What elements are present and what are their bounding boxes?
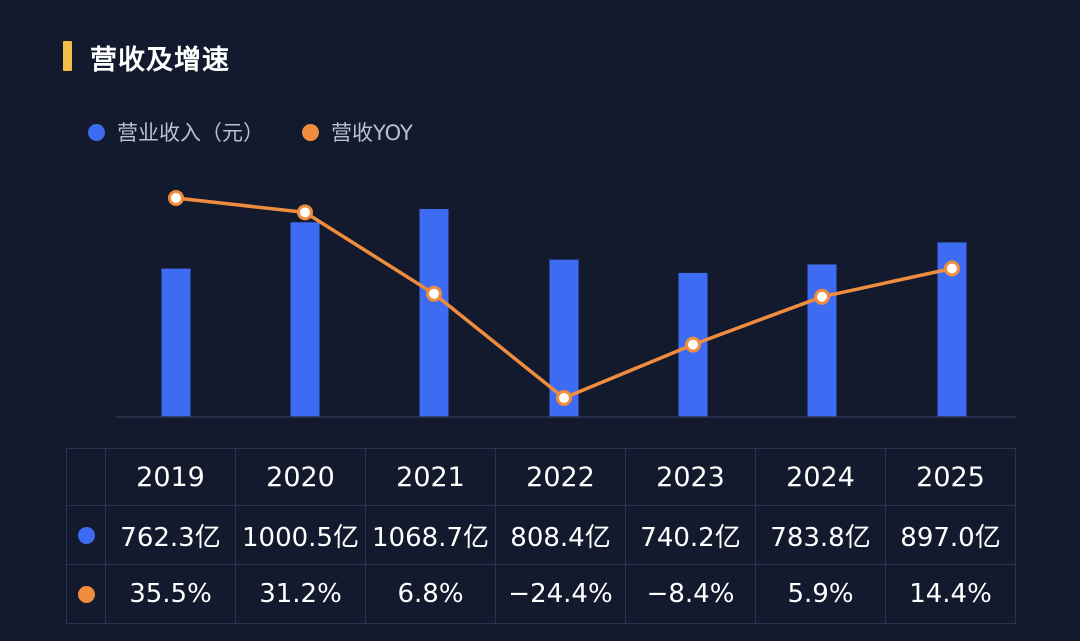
- yoy-row-icon-cell: [66, 564, 106, 624]
- yoy-dot-icon: [77, 586, 95, 603]
- table-header-cell: 2025: [885, 448, 1016, 506]
- legend-revenue-dot: [88, 123, 105, 141]
- legend-revenue-label: 营业收入（元）: [117, 121, 264, 145]
- yoy-point[interactable]: [556, 390, 572, 406]
- table-cell: 783.8亿: [755, 505, 886, 565]
- chart-title: 营收及增速: [90, 45, 230, 76]
- table-header-cell: 2021: [365, 448, 496, 506]
- table-cell: 6.8%: [365, 564, 496, 624]
- table-cell: −8.4%: [625, 564, 756, 624]
- table-cell: 14.4%: [885, 564, 1016, 624]
- yoy-point[interactable]: [168, 190, 184, 206]
- table-cell: 762.3亿: [105, 505, 236, 565]
- yoy-point-group: [168, 190, 960, 406]
- table-cell: 740.2亿: [625, 505, 756, 565]
- legend: 营业收入（元） 营收YOY: [88, 117, 451, 147]
- legend-item-revenue[interactable]: 营业收入（元）: [88, 117, 264, 147]
- yoy-point[interactable]: [944, 260, 960, 277]
- table-corner-cell: [66, 448, 106, 506]
- legend-item-yoy[interactable]: 营收YOY: [302, 117, 413, 147]
- table-row-yoy: 35.5% 31.2% 6.8% −24.4% −8.4% 5.9% 14.4%: [66, 564, 1016, 624]
- table-header-cell: 2019: [105, 448, 236, 506]
- title-accent-bar: [63, 41, 72, 71]
- data-table: 2019 2020 2021 2022 2023 2024 2025 762.3…: [66, 448, 1016, 624]
- table-header-cell: 2024: [755, 448, 886, 506]
- revenue-bar[interactable]: [419, 209, 449, 417]
- table-cell: 35.5%: [105, 564, 236, 624]
- table-header-cell: 2020: [235, 448, 366, 506]
- legend-yoy-label: 营收YOY: [331, 121, 413, 145]
- table-cell: 808.4亿: [495, 505, 626, 565]
- table-cell: 5.9%: [755, 564, 886, 624]
- table-header-cell: 2022: [495, 448, 626, 506]
- bar-group: [161, 209, 967, 417]
- revenue-bar[interactable]: [161, 268, 191, 417]
- yoy-point[interactable]: [685, 336, 701, 353]
- table-cell: −24.4%: [495, 564, 626, 624]
- table-header-row: 2019 2020 2021 2022 2023 2024 2025: [66, 448, 1016, 506]
- table-header-cell: 2023: [625, 448, 756, 506]
- revenue-dot-icon: [77, 527, 95, 544]
- table-cell: 897.0亿: [885, 505, 1016, 565]
- table-row-revenue: 762.3亿 1000.5亿 1068.7亿 808.4亿 740.2亿 783…: [66, 505, 1016, 565]
- revenue-bar[interactable]: [807, 264, 837, 417]
- revenue-bar[interactable]: [290, 222, 320, 417]
- table-cell: 1068.7亿: [365, 505, 496, 565]
- yoy-point[interactable]: [297, 204, 313, 221]
- revenue-row-icon-cell: [66, 505, 106, 565]
- table-cell: 1000.5亿: [235, 505, 366, 565]
- yoy-point[interactable]: [426, 285, 442, 302]
- table-cell: 31.2%: [235, 564, 366, 624]
- yoy-point[interactable]: [814, 288, 830, 305]
- legend-yoy-dot: [302, 123, 319, 141]
